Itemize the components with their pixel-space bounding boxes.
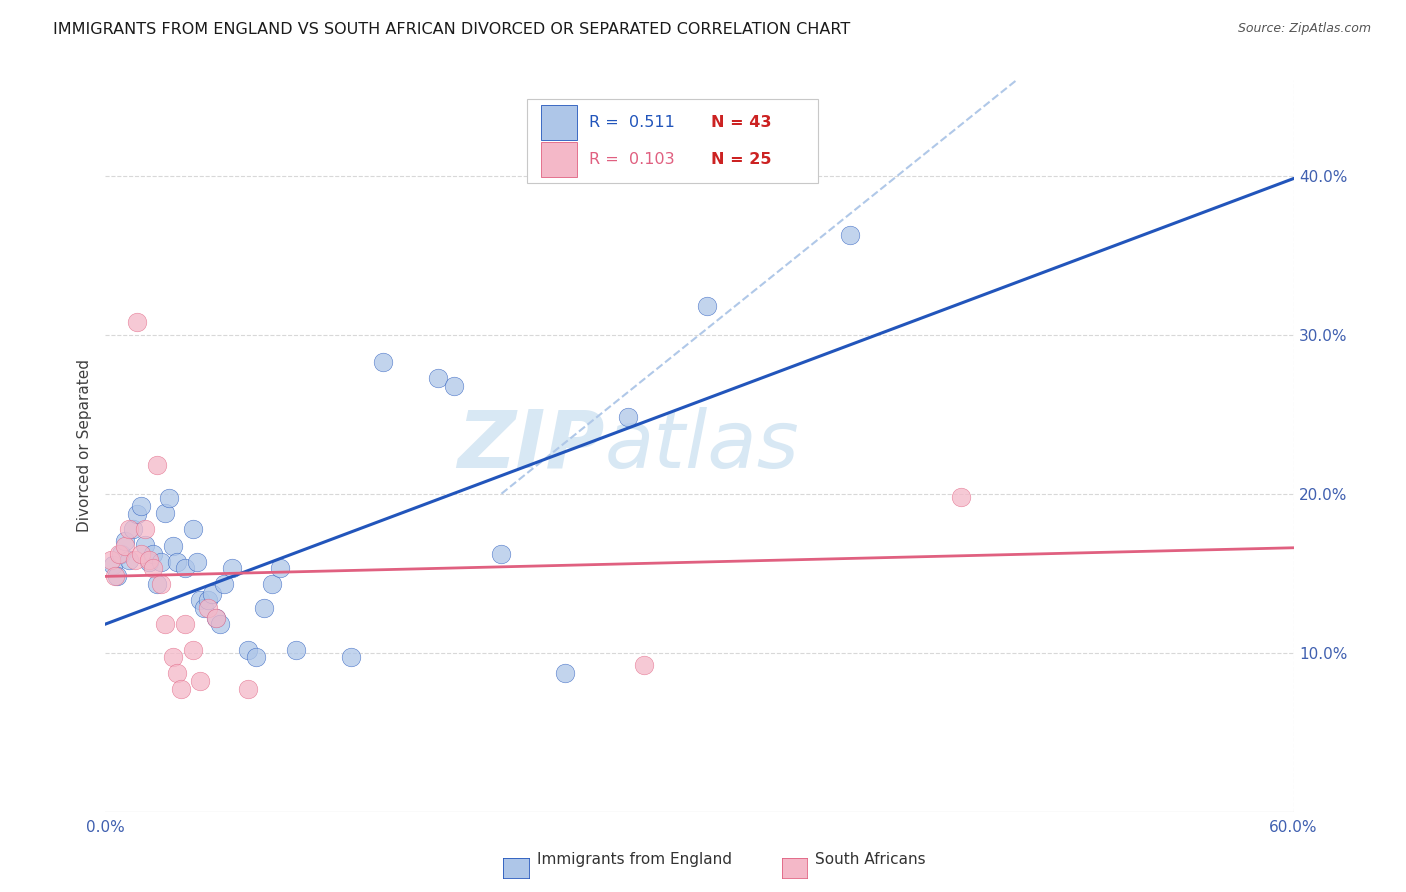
Point — [340, 650, 363, 665]
Point — [162, 539, 184, 553]
Point — [236, 642, 259, 657]
Point — [181, 522, 204, 536]
Text: R =  0.103: R = 0.103 — [589, 152, 675, 167]
Point — [127, 315, 149, 329]
Point — [105, 569, 128, 583]
Point — [181, 642, 204, 657]
Point — [166, 666, 188, 681]
Point — [186, 555, 208, 569]
Point — [110, 547, 132, 561]
Point — [129, 500, 152, 514]
Point — [197, 601, 219, 615]
Text: South Africans: South Africans — [815, 852, 927, 867]
Point — [157, 491, 180, 506]
Point — [245, 650, 267, 665]
Point — [153, 617, 176, 632]
Point — [205, 611, 228, 625]
Point — [142, 561, 165, 575]
Text: ZIP: ZIP — [457, 407, 605, 485]
Text: N = 25: N = 25 — [711, 152, 772, 167]
Point — [949, 490, 972, 504]
Point — [197, 593, 219, 607]
Point — [122, 522, 145, 536]
Text: N = 43: N = 43 — [711, 115, 772, 130]
Point — [149, 555, 172, 569]
Point — [617, 410, 640, 425]
Point — [149, 577, 172, 591]
Point — [443, 378, 465, 392]
Point — [201, 587, 224, 601]
Point — [129, 547, 152, 561]
Point — [633, 658, 655, 673]
Point — [214, 577, 236, 591]
Point — [284, 642, 307, 657]
Point — [190, 674, 212, 689]
Point — [427, 370, 450, 384]
Point — [839, 227, 862, 242]
Point — [108, 547, 131, 561]
Point — [103, 558, 125, 573]
Point — [221, 561, 243, 575]
Point — [100, 553, 122, 567]
Point — [173, 617, 195, 632]
Point — [146, 577, 169, 591]
Text: Source: ZipAtlas.com: Source: ZipAtlas.com — [1237, 22, 1371, 36]
Point — [114, 534, 136, 549]
Point — [696, 299, 718, 313]
Point — [134, 522, 156, 536]
Point — [260, 577, 283, 591]
Bar — [541, 105, 576, 140]
Point — [138, 553, 160, 567]
Point — [554, 666, 576, 681]
Point — [491, 547, 513, 561]
Point — [269, 561, 291, 575]
Point — [127, 508, 149, 522]
Point — [118, 522, 141, 536]
Text: R =  0.511: R = 0.511 — [589, 115, 675, 130]
Point — [118, 553, 141, 567]
FancyBboxPatch shape — [527, 99, 818, 183]
Text: Immigrants from England: Immigrants from England — [537, 852, 733, 867]
Text: IMMIGRANTS FROM ENGLAND VS SOUTH AFRICAN DIVORCED OR SEPARATED CORRELATION CHART: IMMIGRANTS FROM ENGLAND VS SOUTH AFRICAN… — [53, 22, 851, 37]
Point — [236, 682, 259, 697]
Point — [205, 611, 228, 625]
Point — [124, 553, 146, 567]
Point — [166, 555, 188, 569]
Point — [173, 561, 195, 575]
Point — [253, 601, 276, 615]
Point — [134, 538, 156, 552]
Point — [193, 601, 215, 615]
Point — [138, 555, 160, 569]
Point — [104, 569, 127, 583]
Text: atlas: atlas — [605, 407, 799, 485]
Point — [371, 355, 394, 369]
Point — [162, 650, 184, 665]
Point — [209, 617, 232, 632]
Point — [146, 458, 169, 472]
Y-axis label: Divorced or Separated: Divorced or Separated — [76, 359, 91, 533]
Point — [170, 682, 193, 697]
Bar — [541, 142, 576, 177]
Point — [190, 593, 212, 607]
Point — [142, 547, 165, 561]
Point — [114, 539, 136, 553]
Point — [153, 506, 176, 520]
